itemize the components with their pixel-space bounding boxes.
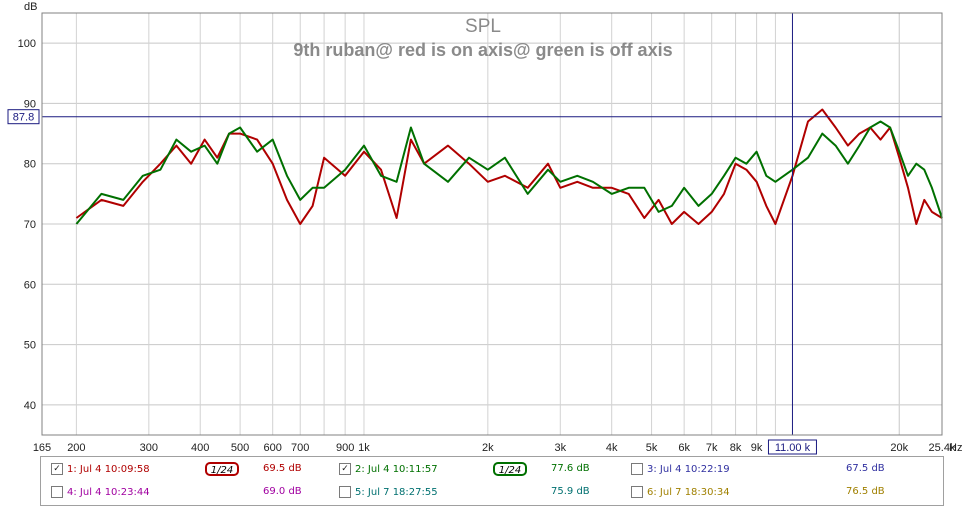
spl-chart[interactable]: 40 50 60 70 80 90 100 165 200 300 400 500 600 700 900…: [0, 0, 963, 456]
smoothing-button-1[interactable]: 1/24: [205, 462, 239, 476]
x-tick-label: 700: [291, 442, 309, 454]
legend-checkbox-4[interactable]: [51, 486, 63, 498]
x-tick-label: 1k: [358, 442, 370, 454]
legend-value-3: 67.5 dB: [846, 463, 885, 474]
legend-item-2[interactable]: ✓ 2: Jul 4 10:11:57: [339, 462, 438, 476]
y-tick-label: 40: [24, 400, 36, 412]
x-tick-label: 20k: [890, 442, 908, 454]
x-axis-unit: Hz: [949, 442, 962, 454]
plot-frame: [41, 12, 943, 436]
y-tick-label: 80: [24, 159, 36, 171]
cursor-x-readout-box: [767, 439, 817, 455]
legend-value-4: 69.0 dB: [263, 486, 302, 497]
series-line-2: [75, 120, 943, 225]
cursor-y-readout-box: [7, 109, 40, 125]
y-tick-label: 100: [18, 38, 36, 50]
x-tick-label: 25.4k: [929, 442, 956, 454]
chart-title: SPL: [465, 16, 501, 37]
legend-item-3[interactable]: 3: Jul 4 10:22:19: [631, 462, 730, 476]
x-tick-label: 7k: [706, 442, 718, 454]
x-tick-label: 8k: [730, 442, 742, 454]
legend-label-4: 4: Jul 4 10:23:44: [67, 486, 150, 498]
legend-value-2: 77.6 dB: [551, 463, 590, 474]
legend-item-5[interactable]: 5: Jul 7 18:27:55: [339, 485, 438, 499]
legend-label-5: 5: Jul 7 18:27:55: [355, 486, 438, 498]
legend-label-1: 1: Jul 4 10:09:58: [67, 463, 150, 475]
x-tick-label: 4k: [606, 442, 618, 454]
cursor[interactable]: 87.8 11.00 k: [7, 13, 942, 455]
y-tick-label: 50: [24, 340, 36, 352]
series-line-1: [75, 108, 943, 225]
y-axis-label: dB: [24, 1, 37, 13]
y-tick-label: 70: [24, 219, 36, 231]
x-tick-label: 500: [231, 442, 249, 454]
legend-value-6: 76.5 dB: [846, 486, 885, 497]
x-tick-label: 2k: [482, 442, 494, 454]
x-tick-label: 6k: [678, 442, 690, 454]
series-lines: [75, 108, 943, 225]
x-tick-label: 9k: [751, 442, 763, 454]
smoothing-button-2[interactable]: 1/24: [493, 462, 527, 476]
x-tick-label: 300: [140, 442, 158, 454]
chart-subtitle: 9th ruban@ red is on axis@ green is off …: [293, 40, 672, 60]
grid: [42, 13, 942, 435]
legend-label-2: 2: Jul 4 10:11:57: [355, 463, 438, 475]
legend-item-6[interactable]: 6: Jul 7 18:30:34: [631, 485, 730, 499]
legend-item-4[interactable]: 4: Jul 4 10:23:44: [51, 485, 150, 499]
x-tick-label: 600: [264, 442, 282, 454]
x-axis-labels: 165 200 300 400 500 600 700 900 1k 2k 3k 4k 5k 6k 7k 8k…: [33, 442, 956, 454]
x-tick-label: 3k: [554, 442, 566, 454]
legend-checkbox-5[interactable]: [339, 486, 351, 498]
x-tick-label: 900: [336, 442, 354, 454]
x-tick-label: 5k: [646, 442, 658, 454]
legend-checkbox-2[interactable]: ✓: [339, 463, 351, 475]
legend-value-5: 75.9 dB: [551, 486, 590, 497]
legend-checkbox-3[interactable]: [631, 463, 643, 475]
legend-value-1: 69.5 dB: [263, 463, 302, 474]
legend-label-3: 3: Jul 4 10:22:19: [647, 463, 730, 475]
legend-checkbox-6[interactable]: [631, 486, 643, 498]
legend-item-1[interactable]: ✓ 1: Jul 4 10:09:58: [51, 462, 150, 476]
cursor-y-readout: 87.8: [13, 112, 34, 124]
x-tick-label: 165: [33, 442, 51, 454]
legend-label-6: 6: Jul 7 18:30:34: [647, 486, 730, 498]
x-tick-label: 200: [67, 442, 85, 454]
x-tick-label: 400: [191, 442, 209, 454]
y-tick-label: 90: [24, 98, 36, 110]
legend-checkbox-1[interactable]: ✓: [51, 463, 63, 475]
y-axis-labels: 40 50 60 70 80 90 100: [18, 38, 36, 412]
legend-panel: ✓ 1: Jul 4 10:09:58 1/24 69.5 dB ✓ 2: Ju…: [40, 456, 944, 506]
y-tick-label: 60: [24, 279, 36, 291]
cursor-x-readout: 11.00 k: [775, 442, 811, 454]
